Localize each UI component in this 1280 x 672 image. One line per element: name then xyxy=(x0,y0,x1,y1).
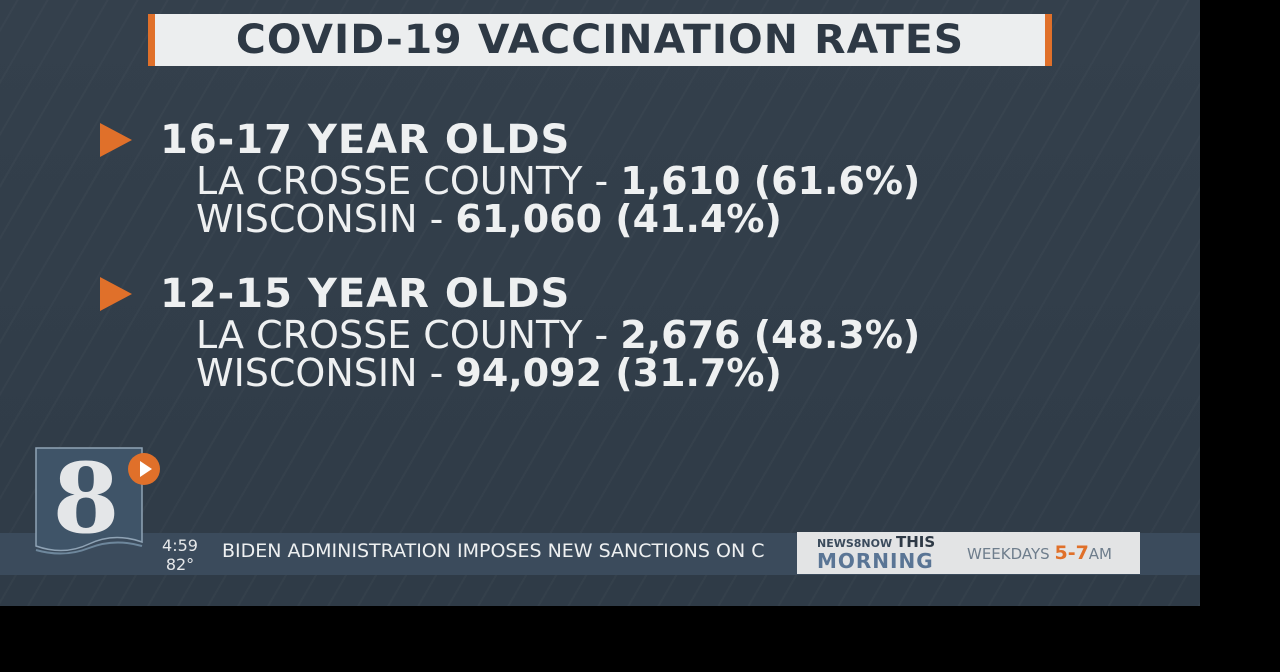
schedule-text: WEEKDAYS 5-7AM xyxy=(967,542,1112,564)
section-16-17: 16-17 YEAR OLDS LA CROSSE COUNTY - 1,610… xyxy=(100,117,920,238)
title-banner: COVID-19 VACCINATION RATES xyxy=(148,14,1052,66)
clock-time: 4:59 xyxy=(162,536,198,555)
row-value: 61,060 (41.4%) xyxy=(455,197,782,241)
play-icon xyxy=(128,453,160,485)
row-value: 2,676 (48.3%) xyxy=(620,313,921,357)
schedule-prefix: WEEKDAYS xyxy=(967,545,1055,563)
temperature: 82° xyxy=(165,555,195,574)
schedule-suffix: AM xyxy=(1088,545,1112,563)
svg-text:8: 8 xyxy=(53,446,120,555)
stat-row-wisconsin: WISCONSIN - 94,092 (31.7%) xyxy=(196,354,920,392)
row-label: WISCONSIN - xyxy=(196,197,456,241)
arrow-bullet-icon xyxy=(100,277,132,311)
section-heading: 16-17 YEAR OLDS xyxy=(160,117,571,163)
logo-morning-text: MORNING xyxy=(817,549,934,573)
section-12-15: 12-15 YEAR OLDS LA CROSSE COUNTY - 2,676… xyxy=(100,271,920,392)
video-frame: COVID-19 VACCINATION RATES 16-17 YEAR OL… xyxy=(0,0,1200,606)
row-label: LA CROSSE COUNTY - xyxy=(196,313,621,357)
ticker-headline: BIDEN ADMINISTRATION IMPOSES NEW SANCTIO… xyxy=(222,540,765,562)
logo-top-text: NEWS8NOW xyxy=(817,537,893,550)
news8now-this-morning-logo: NEWS8NOW THIS MORNING xyxy=(817,533,947,573)
arrow-bullet-icon xyxy=(100,123,132,157)
row-label: WISCONSIN - xyxy=(196,351,456,395)
channel-8-logo-icon: 8 xyxy=(35,446,143,555)
time-weather: 4:59 82° xyxy=(158,536,202,574)
morning-show-promo: NEWS8NOW THIS MORNING WEEKDAYS 5-7AM xyxy=(797,532,1140,574)
stat-row-wisconsin: WISCONSIN - 61,060 (41.4%) xyxy=(196,200,920,238)
section-heading: 12-15 YEAR OLDS xyxy=(160,271,571,317)
logo-this-text: THIS xyxy=(895,533,936,551)
row-value: 94,092 (31.7%) xyxy=(455,351,782,395)
schedule-hours: 5-7 xyxy=(1054,542,1089,564)
row-label: LA CROSSE COUNTY - xyxy=(196,159,621,203)
row-value: 1,610 (61.6%) xyxy=(620,159,921,203)
page-title: COVID-19 VACCINATION RATES xyxy=(235,17,965,63)
stat-row-la-crosse: LA CROSSE COUNTY - 1,610 (61.6%) xyxy=(196,162,920,200)
stat-row-la-crosse: LA CROSSE COUNTY - 2,676 (48.3%) xyxy=(196,316,920,354)
